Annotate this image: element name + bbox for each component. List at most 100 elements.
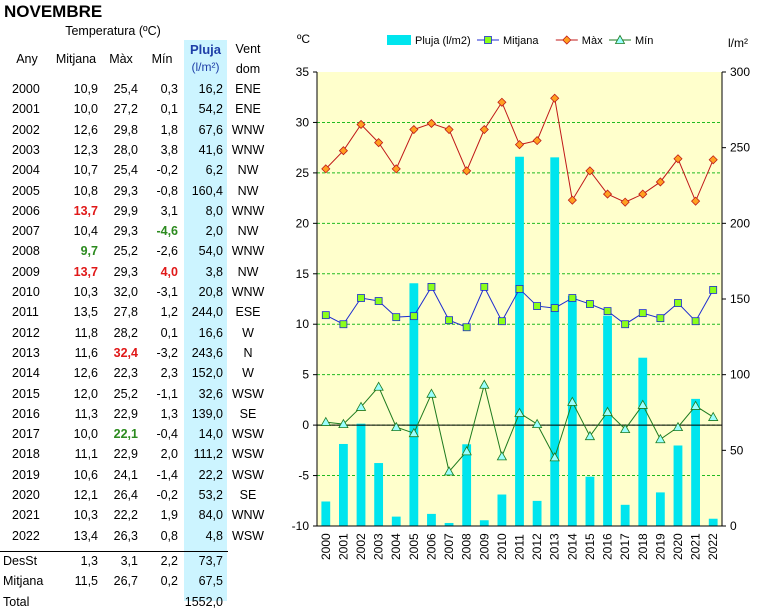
- table-cell-mitjana: 9,7: [80, 244, 98, 259]
- table-cell-max: 22,3: [113, 366, 138, 381]
- table-cell-mitjana: 10,3: [73, 285, 98, 299]
- series-point-màx: [321, 164, 331, 174]
- legend-marker-mitjana: [484, 36, 492, 44]
- table-cell-min: -1,1: [156, 386, 178, 401]
- x-tick-label: 2022: [706, 533, 720, 560]
- table-cell-min: 1,3: [160, 406, 178, 421]
- table-cell-any: 2015: [12, 386, 40, 401]
- legend-swatch-rain: [387, 35, 411, 45]
- x-tick-label: 2004: [389, 533, 403, 560]
- page-title: NOVEMBRE: [4, 2, 103, 21]
- left-tick-label: 30: [296, 115, 310, 129]
- table-cell-any: 2009: [12, 264, 40, 279]
- table-cell-any: 2004: [12, 163, 40, 178]
- series-point-mitjana: [674, 299, 682, 307]
- series-point-màx: [462, 166, 472, 176]
- series-point-mitjana: [497, 317, 506, 326]
- series-point-màx: [497, 97, 507, 107]
- series-point-màx: [638, 189, 648, 199]
- series-point-mín: [355, 401, 367, 411]
- table-cell-mitjana: 12,3: [73, 142, 98, 157]
- table-cell-mitjana: 10,9: [73, 82, 98, 96]
- table-cell-pluja: 243,6: [191, 345, 223, 360]
- x-tick-label: 2008: [460, 533, 474, 560]
- table-cell-min: 1,9: [160, 508, 178, 523]
- table-cell-any: 2007: [12, 224, 40, 239]
- table-cell-mitjana: 10,4: [73, 224, 98, 239]
- table-cell-max: 28,0: [113, 142, 138, 157]
- left-axis-unit: ºC: [297, 32, 310, 46]
- x-tick-label: 2009: [477, 533, 491, 560]
- series-point-mitjana: [568, 294, 577, 302]
- summary-label: Mitjana: [3, 574, 44, 589]
- left-tick-label: 20: [296, 216, 310, 230]
- table-cell-mitjana: 10,0: [73, 102, 98, 117]
- x-tick-label: 2006: [424, 533, 438, 560]
- table-cell-pluja: 84,0: [198, 508, 223, 523]
- table-cell-vent: WSW: [232, 528, 264, 543]
- table-cell-vent: ENE: [235, 82, 261, 96]
- table-cell-vent: W: [242, 325, 254, 340]
- rain-bar: [479, 520, 489, 526]
- table-cell-max: 29,3: [113, 183, 138, 198]
- table-cell-pluja: 22,2: [198, 467, 223, 482]
- x-tick-label: 2011: [513, 534, 527, 560]
- series-point-mitjana: [427, 282, 436, 291]
- series-point-màx: [444, 124, 454, 135]
- series-point-mín: [531, 418, 543, 429]
- table-cell-min: -1,4: [156, 467, 178, 482]
- table-cell-vent: WSW: [232, 447, 264, 462]
- right-tick-label: 50: [730, 443, 744, 457]
- right-tick-label: 0: [730, 519, 737, 533]
- table-cell-mitjana: 12,6: [73, 366, 98, 381]
- rain-bar: [374, 463, 384, 526]
- series-point-màx: [585, 166, 595, 176]
- rain-bar: [620, 504, 630, 526]
- x-tick-label: 2017: [618, 533, 632, 560]
- table-cell-any: 2020: [12, 488, 40, 502]
- table-cell-max: 27,2: [113, 102, 138, 117]
- table-cell-min: -0,2: [156, 163, 178, 178]
- table-cell-any: 2021: [12, 508, 40, 523]
- table-cell-any: 2011: [12, 305, 39, 320]
- table-cell-max: 22,9: [113, 447, 138, 462]
- table-cell-min: 0,8: [160, 528, 178, 543]
- series-point-mitjana: [550, 304, 559, 312]
- table-cell-vent: SE: [239, 488, 257, 502]
- table-cell-max: 24,1: [113, 467, 138, 482]
- table-cell-any: 2014: [12, 366, 40, 381]
- header-max: Màx: [109, 52, 133, 66]
- series-point-màx: [602, 189, 613, 199]
- header-any: Any: [16, 52, 38, 66]
- table-cell-mitjana: 11,8: [74, 325, 98, 340]
- series-point-mitjana: [621, 320, 630, 329]
- header-vent: Vent: [235, 42, 261, 56]
- series-point-màx: [532, 136, 542, 146]
- rain-bar: [339, 443, 348, 526]
- series-point-mín: [637, 399, 648, 409]
- table-cell-mitjana: 10,3: [73, 508, 98, 523]
- rain-bar: [691, 398, 700, 526]
- series-point-mín: [619, 423, 631, 434]
- summary-cell-min: 2,2: [160, 553, 178, 568]
- legend-marker-màx: [562, 35, 572, 45]
- rain-bar: [391, 516, 401, 526]
- table-cell-min: -3,1: [156, 285, 178, 299]
- table-cell-any: 2019: [12, 467, 40, 482]
- table-cell-pluja: 41,6: [198, 142, 223, 157]
- summary-cell-max: 26,7: [113, 574, 138, 589]
- table-cell-max: 29,3: [113, 224, 138, 239]
- table-cell-max: 29,8: [113, 122, 138, 137]
- series-point-màx: [620, 197, 630, 207]
- legend-label: Pluja (l/m2): [415, 35, 471, 47]
- left-tick-label: 25: [296, 166, 310, 180]
- table-cell-max: 22,1: [113, 427, 138, 442]
- x-tick-label: 2019: [653, 533, 667, 560]
- series-point-mitjana: [638, 309, 647, 318]
- rain-bar: [567, 295, 577, 526]
- table-cell-pluja: 16,2: [198, 82, 223, 96]
- table-cell-vent: WNW: [231, 203, 265, 218]
- series-point-mitjana: [409, 312, 418, 321]
- table-cell-min: -0,8: [156, 183, 178, 198]
- series-point-mitjana: [656, 314, 665, 323]
